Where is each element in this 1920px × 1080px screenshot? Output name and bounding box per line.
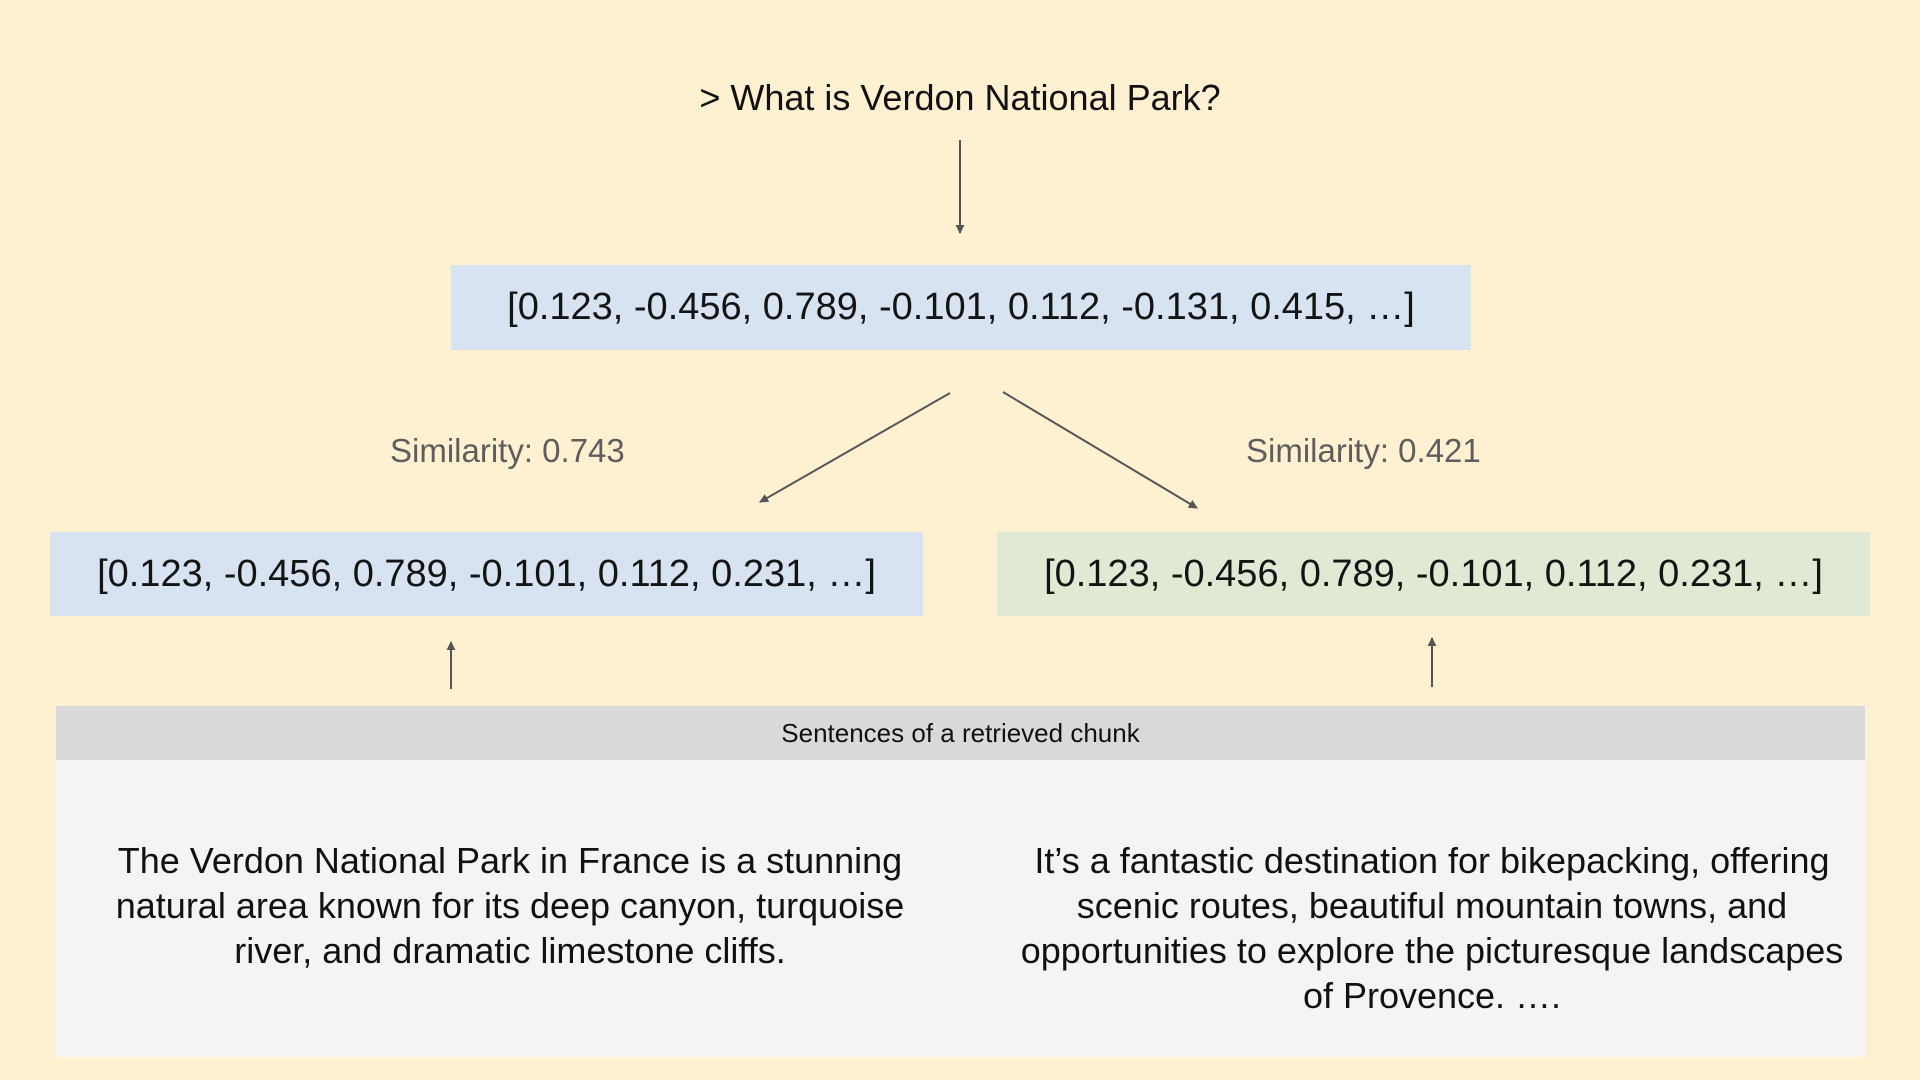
retrieved-chunk-header: Sentences of a retrieved chunk [56,706,1865,760]
right-sentence-embedding-box: [0.123, -0.456, 0.789, -0.101, 0.112, 0.… [997,532,1870,616]
similarity-left-label: Similarity: 0.743 [390,432,625,469]
query-embedding-text: [0.123, -0.456, 0.789, -0.101, 0.112, -0… [507,286,1415,328]
left-sentence: The Verdon National Park in France is a … [115,840,905,971]
left-sentence-embedding-box: [0.123, -0.456, 0.789, -0.101, 0.112, 0.… [50,532,923,616]
similarity-right-label: Similarity: 0.421 [1246,432,1481,469]
embedding-to-left-arrow [759,392,951,503]
retrieved-chunk-panel [56,706,1865,1057]
embedding-to-right-arrow [1002,391,1198,509]
right-sentence: It’s a fantastic destination for bikepac… [1020,840,1844,1016]
query-text: > What is Verdon National Park? [699,77,1221,118]
query-embedding-box: [0.123, -0.456, 0.789, -0.101, 0.112, -0… [451,265,1471,350]
right-sentence-embedding-text: [0.123, -0.456, 0.789, -0.101, 0.112, 0.… [1044,552,1823,595]
left-sentence-embedding-text: [0.123, -0.456, 0.789, -0.101, 0.112, 0.… [97,552,876,595]
